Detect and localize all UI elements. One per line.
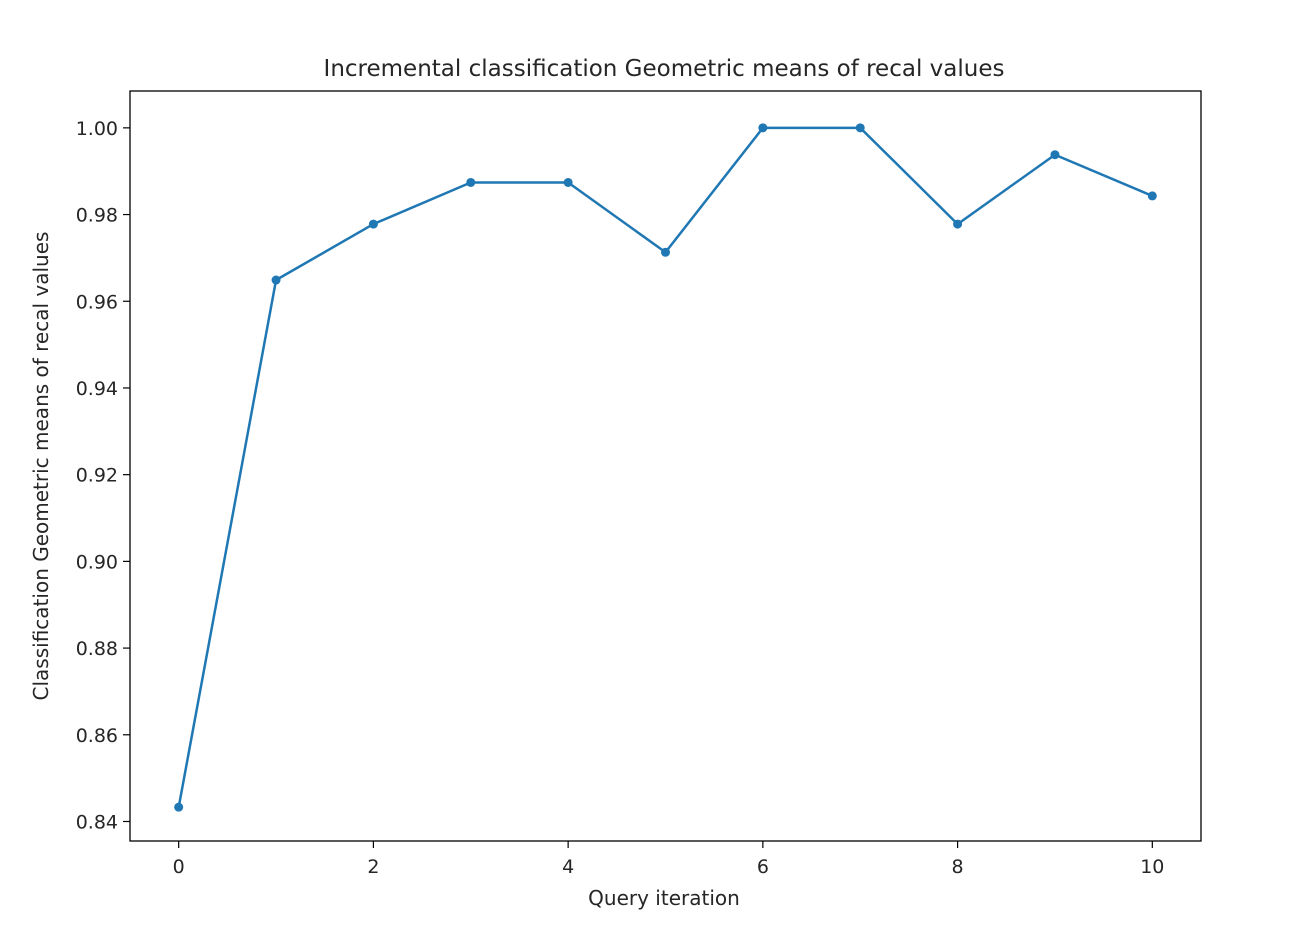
y-tick-label-0.94: 0.94 (76, 378, 118, 400)
y-tick-label-0.92: 0.92 (76, 465, 118, 487)
y-tick-label-0.96: 0.96 (76, 291, 118, 313)
data-point-1 (271, 275, 281, 285)
plot-area: 0 2 4 6 8 10 0.84 0.86 0.88 0.90 0.92 0.94 0.96 0.98 1… (76, 90, 1202, 878)
x-tick-label-10: 10 (1140, 856, 1164, 878)
data-point-4 (563, 177, 573, 187)
chart-title: Incremental classification Geometric mea… (324, 56, 1005, 82)
axes-frame (129, 90, 1202, 842)
data-point-5 (661, 247, 670, 257)
y-axis-label: Classification Geometric means of recal … (29, 232, 53, 701)
y-tick-label-1.00: 1.00 (76, 118, 118, 140)
y-tick-label-0.90: 0.90 (76, 551, 118, 573)
x-tick-label-8: 8 (952, 856, 964, 878)
x-tick-label-6: 6 (757, 856, 769, 878)
data-point-9 (1050, 150, 1060, 160)
data-point-8 (953, 219, 963, 229)
y-tick-label-0.98: 0.98 (76, 205, 118, 227)
data-point-0 (174, 802, 184, 812)
x-tick-label-0: 0 (173, 856, 185, 878)
y-tick-label-0.86: 0.86 (76, 725, 118, 747)
data-point-10 (1147, 191, 1157, 201)
data-point-7 (855, 123, 865, 133)
x-tick-label-4: 4 (562, 856, 574, 878)
x-tick-label-2: 2 (367, 856, 379, 878)
data-point-3 (466, 177, 476, 187)
data-point-6 (758, 123, 768, 133)
data-point-2 (368, 219, 378, 229)
y-tick-label-0.88: 0.88 (76, 638, 118, 660)
x-axis-label: Query iteration (588, 886, 740, 910)
y-tick-label-0.84: 0.84 (76, 811, 118, 833)
